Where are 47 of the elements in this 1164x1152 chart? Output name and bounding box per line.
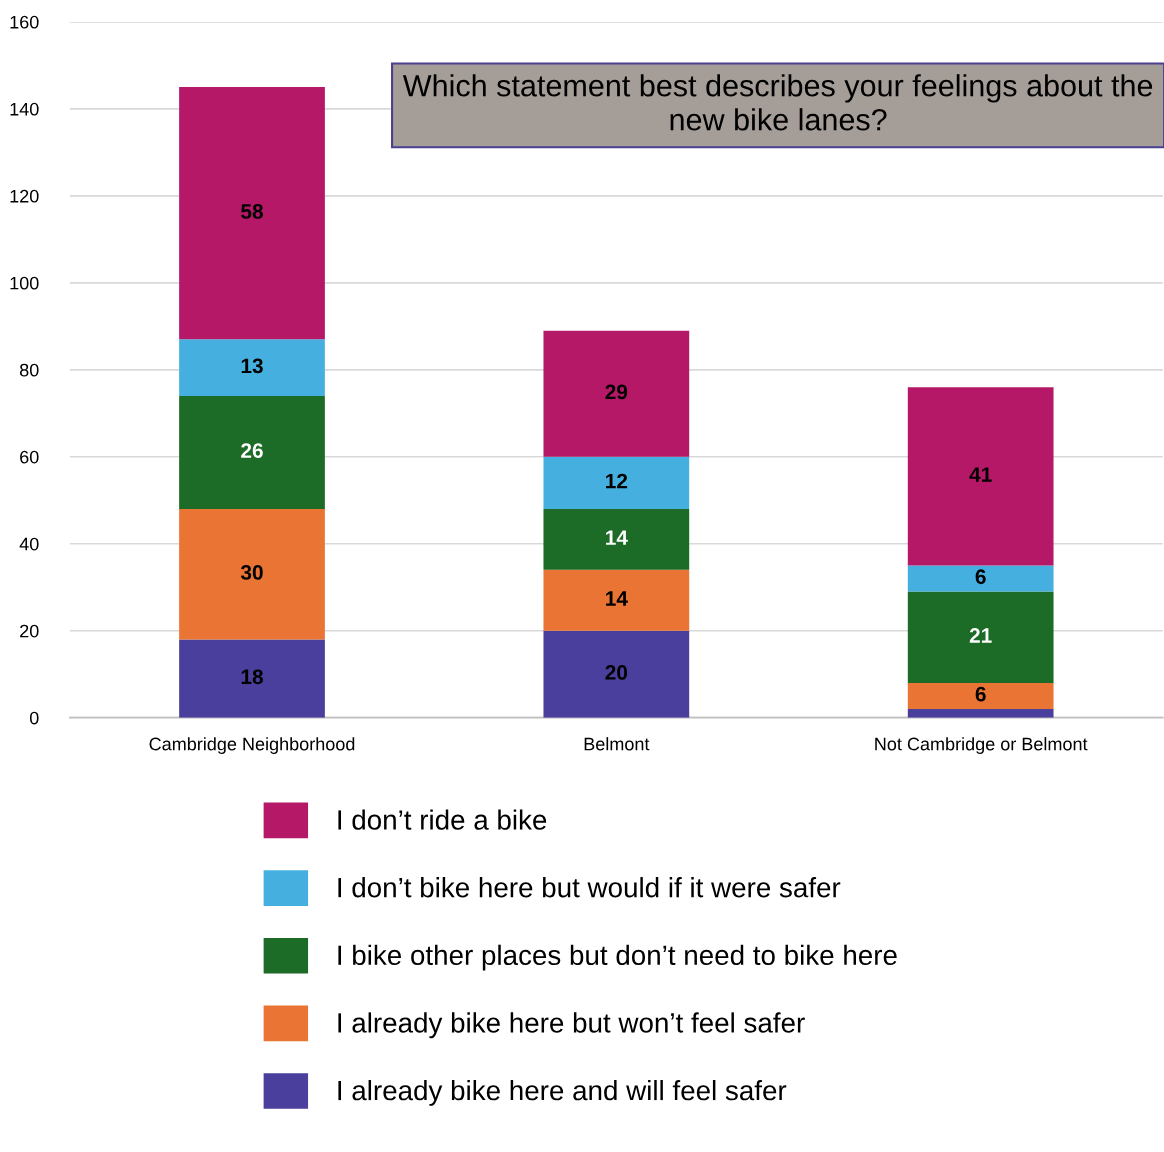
legend-label: I already bike here but won’t feel safer [338,1012,805,1039]
bar [543,330,690,457]
y-tick-label: 60 [20,450,39,464]
x-tick-label: Cambridge Neighborhood [149,737,355,754]
text: Which statement best describes your feelings about the new bike lanes? [402,74,1153,131]
bar [543,630,690,718]
data-label: 26 [241,443,263,459]
data-label: 6 [975,686,986,702]
bar [907,565,1054,592]
bar [179,339,325,396]
bar [179,395,325,509]
y-tick-label: 160 [10,15,39,29]
y-tick-label: 0 [29,711,39,725]
data-label: 6 [975,569,986,585]
bar [907,709,1054,718]
legend-label: I don’t ride a bike [338,809,547,830]
bar [543,456,690,509]
bar [543,508,690,570]
bar [179,508,325,640]
data-label: 14 [606,591,628,606]
data-label: 14 [606,530,628,545]
y-tick-label: 120 [10,189,39,203]
bar [907,591,1054,683]
data-label: 12 [606,473,628,489]
legend-label: I already bike here and will feel safer [338,1079,787,1106]
data-label: 21 [969,628,992,643]
y-tick-label: 20 [20,624,39,638]
bar [907,682,1054,709]
data-label: 18 [241,669,263,685]
x-tick-label: Not Cambridge or Belmont [875,737,1088,754]
bar [179,639,325,718]
bar [179,87,325,340]
data-label: 29 [605,384,628,400]
bar [543,569,690,631]
y-tick-label: 100 [10,276,39,290]
data-label: 58 [241,204,263,219]
data-label: 13 [241,358,263,374]
data-label: 30 [240,565,263,580]
data-label: 41 [969,467,992,482]
y-tick-label: 40 [19,537,39,551]
bar [907,387,1054,566]
legend-label: I bike other places but don’t need to bike here [338,944,897,971]
y-tick-label: 140 [10,102,39,116]
y-tick-label: 80 [19,363,39,377]
x-tick-label: Belmont [584,737,650,751]
legend-label: I don’t bike here but would if it were safer [338,877,841,898]
data-label: 20 [605,665,628,680]
